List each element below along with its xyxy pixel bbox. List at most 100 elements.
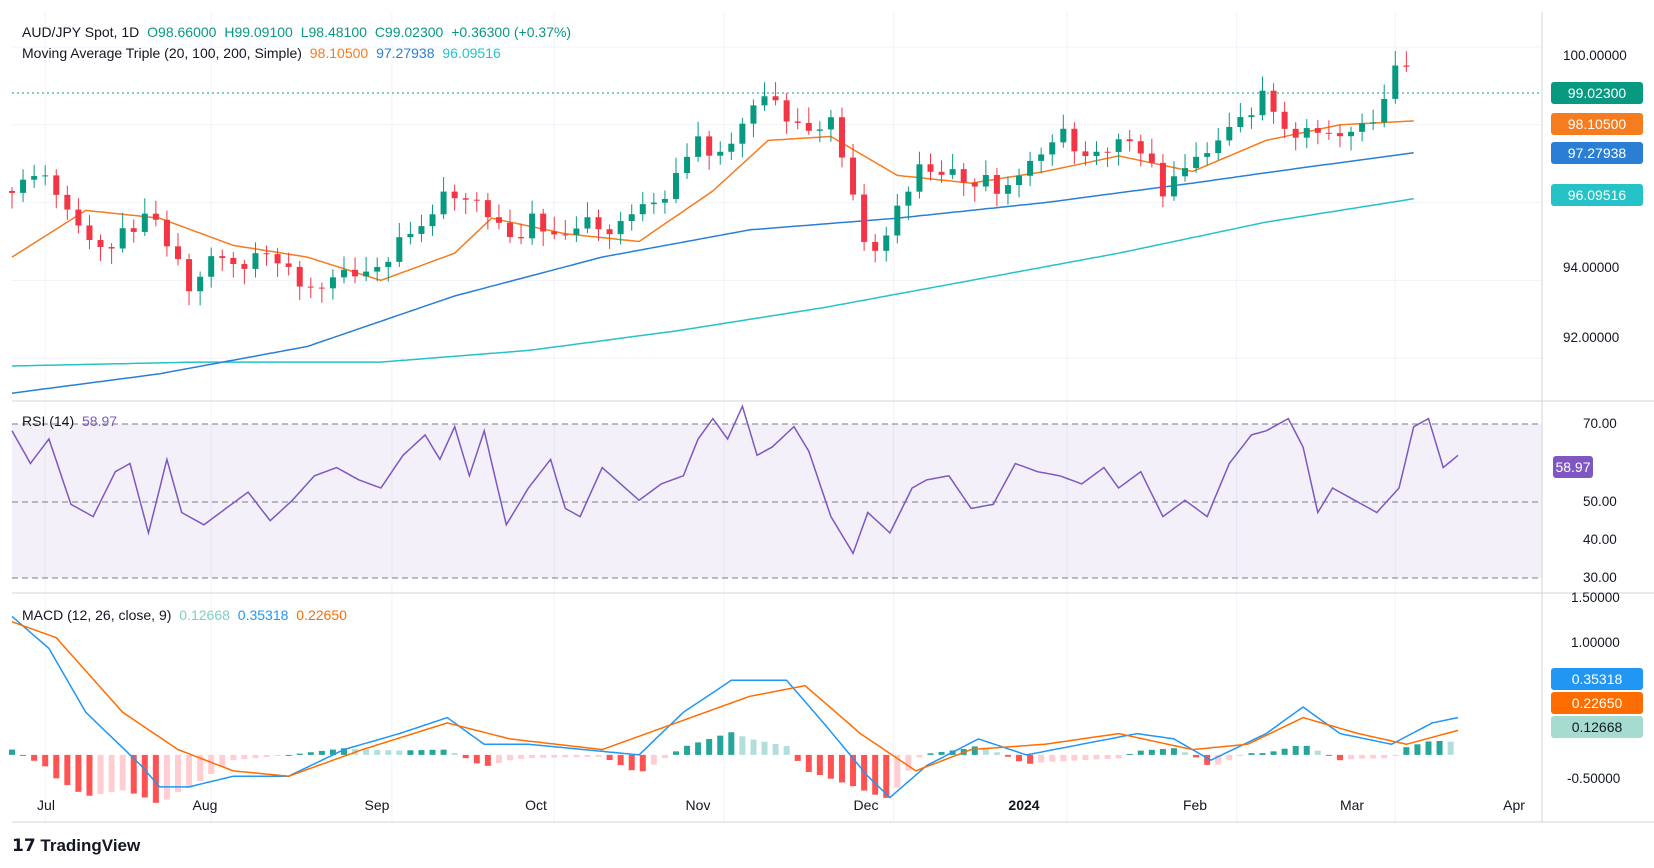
histogram-bar [850,754,857,787]
candle-body [9,190,15,193]
candle-body [230,257,237,265]
histogram-bar [263,754,270,758]
histogram-bar [252,754,259,759]
candle-body [219,256,226,258]
candle-body [562,234,569,236]
histogram-bar [584,754,591,757]
price-tick-94: 94.00000 [1563,260,1620,275]
tradingview-logo[interactable]: 𝟭𝟳 TradingView [12,836,140,856]
histogram-bar [1182,752,1189,755]
candle-body [318,287,325,289]
gridlines [12,12,1542,822]
histogram-bar [838,754,845,783]
rsi-band [12,424,1542,578]
x-label-mar: Mar [1339,797,1365,813]
candle-body [340,269,347,278]
candle-body [850,157,857,195]
histogram-bar [75,754,82,792]
histogram-bar [894,754,901,788]
histogram-bar [42,754,49,767]
macd-legend-label: MACD (12, 26, close, 9) [22,607,172,623]
histogram-bar [440,749,447,755]
candle-body [529,213,536,239]
candle-body [805,122,812,131]
histogram-bar [1414,744,1421,755]
candle-body [695,136,702,157]
candle-body [31,176,38,180]
candle-body [916,164,923,192]
candle-body [352,269,359,277]
histogram-bar [1248,753,1255,755]
histogram-bar [462,754,469,759]
histogram-bar [1425,741,1432,755]
histogram-bar [1093,754,1100,760]
open-value: O98.66000 [147,24,217,40]
x-label-oct: Oct [525,797,547,813]
histogram-bar [1115,754,1122,759]
candle-body [783,100,790,122]
histogram-bar [86,754,93,796]
ma200-legend-value: 96.09516 [442,45,501,61]
histogram-bar [672,751,679,755]
candle-body [672,172,679,199]
candle-body [684,156,691,173]
histogram-bar [1314,750,1321,755]
histogram-bar [1038,754,1045,763]
candle-body [1104,151,1111,153]
histogram-bar [794,754,801,761]
candle-body [407,233,414,238]
histogram-bar [1016,754,1023,762]
x-label-feb: Feb [1182,797,1208,813]
histogram-bar [407,750,414,755]
histogram-bar [130,754,137,794]
candle-body [418,226,425,234]
signal-legend-value: 0.22650 [296,607,347,623]
candle-body [208,256,215,277]
candle-body [573,228,580,235]
candle-body [971,182,978,187]
candle-body [274,254,281,264]
candle-body [86,225,93,241]
candle-body [1093,151,1100,157]
rsi-badge: 58.97 [1553,456,1593,478]
candle-body [540,213,547,232]
rsi-legend-label: RSI (14) [22,413,75,429]
x-label-apr: Apr [1503,797,1525,813]
histogram-bar [1126,753,1133,755]
candle-body [451,191,458,199]
candle-body [1204,153,1211,157]
candle-body [1215,140,1222,154]
candle-body [1126,139,1133,142]
candle-body [1248,115,1255,118]
macd-badge: 0.35318 [1551,668,1643,690]
histogram-bar [1027,754,1034,764]
candle-body [816,129,823,131]
candle-body [728,143,735,152]
candle-body [130,228,137,232]
histogram-bar [329,749,336,755]
candle-body [1359,123,1366,132]
candles [9,50,1410,306]
candle-body [1403,65,1410,67]
candle-body [108,247,115,249]
histogram-bar [551,754,558,758]
histogram-bar [1392,754,1399,756]
histogram-bar [816,754,823,776]
candle-body [1237,117,1244,127]
candle-body [296,266,303,287]
candle-body [518,237,525,239]
ma200-line [11,197,1414,367]
histogram-bar [982,747,989,755]
histogram-bar [783,746,790,755]
candle-body [595,217,602,230]
histogram-bar [772,743,779,755]
histogram-bar [1403,747,1410,755]
histogram-bar [296,753,303,755]
low-value: L98.48100 [300,24,367,40]
candle-body [64,194,71,210]
rsi-legend-value: 58.97 [82,413,118,429]
histogram-bar [606,754,613,761]
candle-body [982,174,989,187]
histogram-bar [1215,754,1222,765]
candle-body [1325,132,1332,134]
